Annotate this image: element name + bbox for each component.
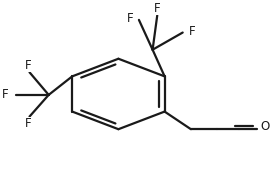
Text: F: F xyxy=(2,88,8,101)
Text: F: F xyxy=(25,59,31,72)
Text: O: O xyxy=(260,120,269,133)
Text: F: F xyxy=(154,2,161,15)
Text: F: F xyxy=(127,13,133,26)
Text: F: F xyxy=(189,25,196,38)
Text: F: F xyxy=(25,117,31,130)
